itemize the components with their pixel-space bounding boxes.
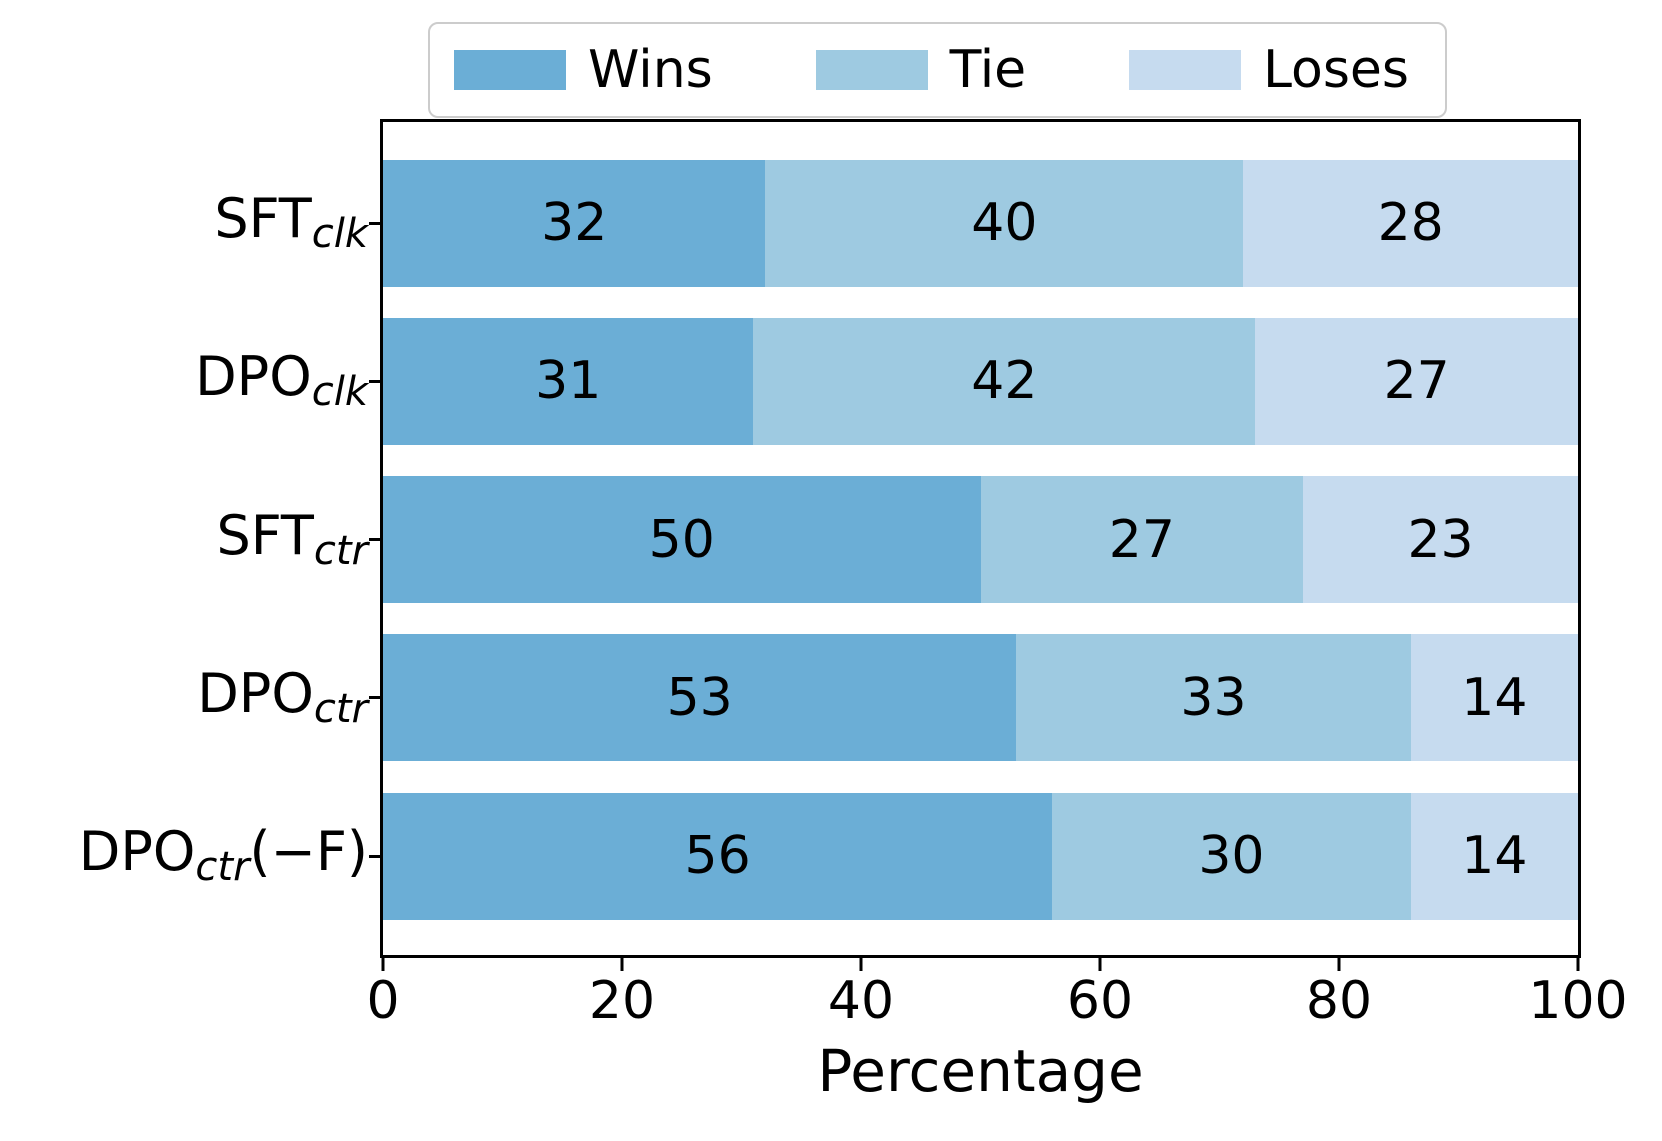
bar-segment-loses: 23 xyxy=(1303,476,1578,603)
bar-value-label: 42 xyxy=(971,351,1038,412)
y-tick-mark xyxy=(369,854,383,858)
bar-segment-tie: 30 xyxy=(1052,792,1411,920)
y-label-subscript: ctr xyxy=(195,844,250,890)
bar-value-label: 28 xyxy=(1377,193,1444,253)
y-label-text: SFT xyxy=(214,187,312,250)
legend: Wins Tie Loses xyxy=(428,22,1447,118)
x-tick-label: 0 xyxy=(366,971,400,1031)
bar-segment-wins: 56 xyxy=(383,792,1053,920)
x-tick-mark xyxy=(620,955,624,971)
bars-container: 32 40 28 31 42 27 50 27 23 53 33 14 56 30 14 xyxy=(383,122,1578,955)
bar-segment-loses: 14 xyxy=(1410,792,1578,920)
bar-segment-tie: 27 xyxy=(980,476,1304,603)
bar-segment-tie: 33 xyxy=(1016,634,1411,762)
bar-value-label: 50 xyxy=(648,509,715,570)
bar-value-label: 23 xyxy=(1407,509,1474,570)
x-tick-label: 40 xyxy=(827,971,895,1031)
bar-segment-wins: 32 xyxy=(383,159,766,287)
y-axis-label-4: DPOctr xyxy=(197,666,368,732)
x-tick-mark xyxy=(1337,955,1341,971)
bar-value-label: 30 xyxy=(1198,826,1265,886)
plot-area: 32 40 28 31 42 27 50 27 23 53 33 14 56 30 14 xyxy=(380,119,1581,958)
bar-segment-tie: 40 xyxy=(765,159,1244,287)
x-tick-mark xyxy=(381,955,385,971)
bar-segment-wins: 31 xyxy=(383,317,754,445)
y-tick-mark xyxy=(369,696,383,700)
y-tick-mark xyxy=(369,221,383,225)
bar-value-label: 31 xyxy=(535,351,602,412)
legend-swatch-tie-icon xyxy=(815,50,928,90)
x-tick-label: 60 xyxy=(1066,971,1134,1031)
y-label-subscript: clk xyxy=(311,369,368,416)
bar-row-2: 31 42 27 xyxy=(383,317,1578,445)
bar-value-label: 27 xyxy=(1108,509,1175,570)
bar-value-label: 14 xyxy=(1461,667,1528,728)
x-tick-label: 80 xyxy=(1305,971,1373,1031)
bar-segment-wins: 50 xyxy=(383,476,981,603)
bar-value-label: 56 xyxy=(684,826,751,886)
legend-item-wins: Wins xyxy=(454,44,713,96)
y-axis-label-5: DPOctr(−F) xyxy=(79,825,368,890)
bar-value-label: 27 xyxy=(1383,351,1450,412)
x-tick-mark xyxy=(1098,955,1102,971)
bar-value-label: 14 xyxy=(1461,826,1528,886)
y-label-text: DPO xyxy=(197,661,314,725)
bar-value-label: 32 xyxy=(541,193,608,253)
y-label-text: SFT xyxy=(216,503,314,567)
bar-value-label: 40 xyxy=(971,193,1038,253)
x-axis-title: Percentage xyxy=(817,1037,1144,1105)
bar-value-label: 33 xyxy=(1180,667,1247,728)
y-label-subscript: clk xyxy=(311,211,368,257)
legend-item-loses: Loses xyxy=(1128,40,1409,100)
y-label-text: (−F) xyxy=(249,820,368,883)
legend-swatch-loses-icon xyxy=(1128,50,1241,90)
bar-segment-loses: 27 xyxy=(1255,317,1578,445)
y-label-text: DPO xyxy=(195,345,312,409)
bar-segment-wins: 53 xyxy=(383,634,1017,762)
legend-label: Wins xyxy=(588,40,713,100)
bar-segment-tie: 42 xyxy=(753,317,1256,445)
y-label-subscript: ctr xyxy=(313,685,368,732)
y-axis-label-3: SFTctr xyxy=(217,508,369,574)
x-tick-mark xyxy=(859,955,863,971)
bar-row-1: 32 40 28 xyxy=(383,159,1578,287)
y-tick-mark xyxy=(369,538,383,541)
y-label-text: DPO xyxy=(78,820,196,883)
bar-segment-loses: 28 xyxy=(1243,159,1578,287)
bar-value-label: 53 xyxy=(666,667,733,728)
legend-label: Loses xyxy=(1262,40,1409,100)
bar-row-5: 56 30 14 xyxy=(383,792,1578,920)
bar-row-3: 50 27 23 xyxy=(383,476,1578,603)
x-tick-label: 20 xyxy=(588,971,656,1031)
y-axis-label-2: DPOclk xyxy=(195,350,368,416)
legend-label: Tie xyxy=(949,40,1027,100)
legend-item-tie: Tie xyxy=(815,40,1027,100)
bar-segment-loses: 14 xyxy=(1410,634,1578,762)
x-tick-mark xyxy=(1576,955,1580,971)
y-axis-label-1: SFTclk xyxy=(214,192,368,257)
legend-swatch-wins-icon xyxy=(454,50,566,90)
y-label-subscript: ctr xyxy=(313,527,368,574)
x-tick-label: 100 xyxy=(1528,971,1628,1031)
y-tick-mark xyxy=(369,379,383,383)
bar-row-4: 53 33 14 xyxy=(383,634,1578,762)
